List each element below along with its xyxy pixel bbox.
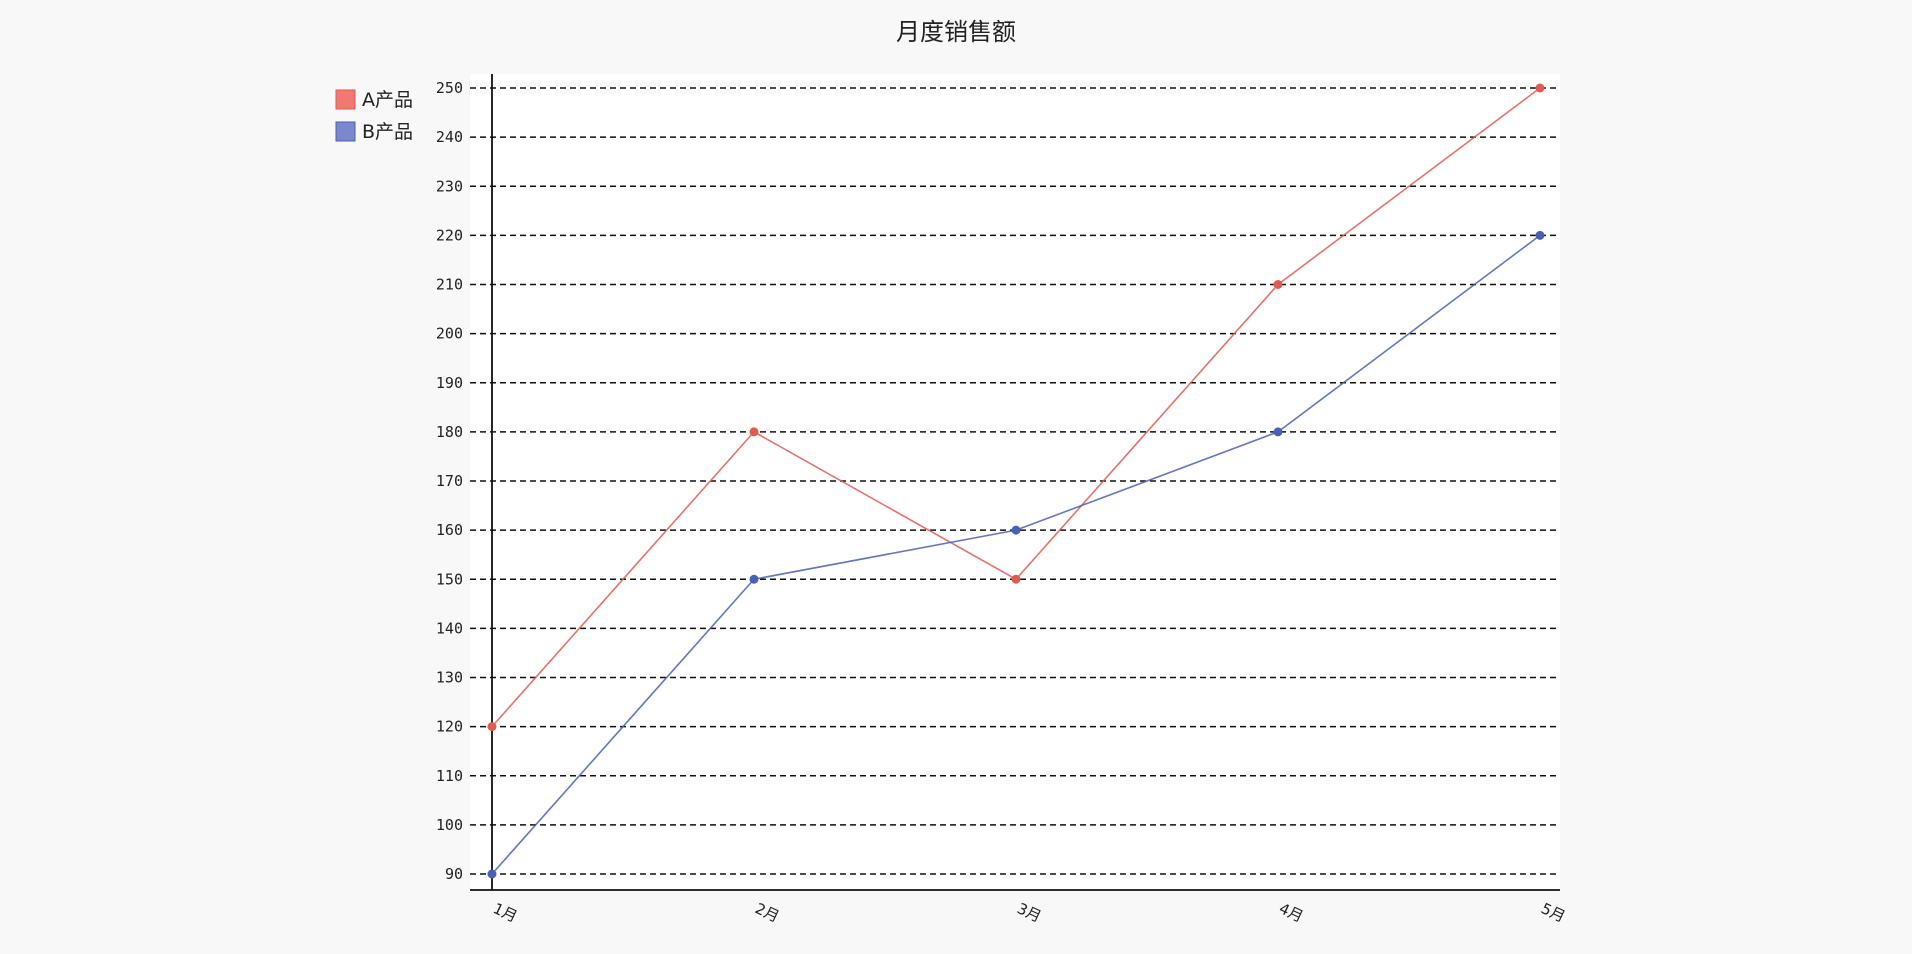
legend-label: A产品: [362, 89, 413, 111]
legend-swatch: [335, 121, 356, 142]
chart-title: 月度销售额: [896, 18, 1016, 46]
data-point: [1011, 574, 1021, 584]
y-tick-label: 200: [436, 325, 463, 343]
axes: [470, 74, 1560, 891]
data-point: [487, 722, 497, 732]
y-tick-label: 230: [436, 177, 463, 195]
data-point: [749, 427, 759, 437]
data-point: [1535, 230, 1545, 240]
x-tick-label: 4月: [1276, 899, 1306, 926]
x-tick-label: 1月: [490, 899, 520, 926]
data-point: [1273, 427, 1283, 437]
y-tick-label: 170: [436, 472, 463, 490]
y-tick-label: 150: [436, 570, 463, 588]
legend: A产品 B产品: [335, 89, 413, 143]
x-tick-label: 3月: [1014, 899, 1044, 926]
data-point: [1273, 280, 1283, 289]
y-tick-label: 120: [436, 718, 463, 736]
y-tick-label: 160: [436, 521, 463, 539]
y-tick-label: 140: [436, 619, 463, 637]
series-lines: [487, 83, 1545, 879]
series-1: [487, 83, 1545, 732]
data-point: [487, 869, 497, 879]
y-tick-label: 210: [436, 276, 463, 294]
y-tick-label: 100: [436, 816, 463, 834]
y-tick-label: 240: [436, 128, 463, 146]
data-point: [1535, 83, 1545, 93]
y-tick-label: 110: [436, 767, 463, 785]
data-point: [749, 574, 759, 584]
y-tick-label: 90: [445, 865, 463, 883]
grid-lines: [470, 87, 1560, 875]
x-axis-ticks: 1月 2月 3月 4月 5月: [490, 899, 1568, 926]
series-2: [487, 230, 1545, 879]
y-tick-label: 180: [436, 423, 463, 441]
data-point: [1011, 525, 1021, 535]
y-tick-label: 190: [436, 374, 463, 392]
legend-label: B产品: [362, 121, 413, 143]
y-tick-label: 250: [436, 79, 463, 97]
y-tick-label: 220: [436, 226, 463, 244]
x-tick-label: 5月: [1538, 899, 1568, 926]
x-tick-label: 2月: [752, 899, 782, 926]
y-tick-label: 130: [436, 669, 463, 687]
y-axis-ticks: 90 100 110 120 130 140 150 160 170 180 190 200 210 22…: [436, 79, 463, 883]
legend-swatch: [335, 89, 356, 110]
